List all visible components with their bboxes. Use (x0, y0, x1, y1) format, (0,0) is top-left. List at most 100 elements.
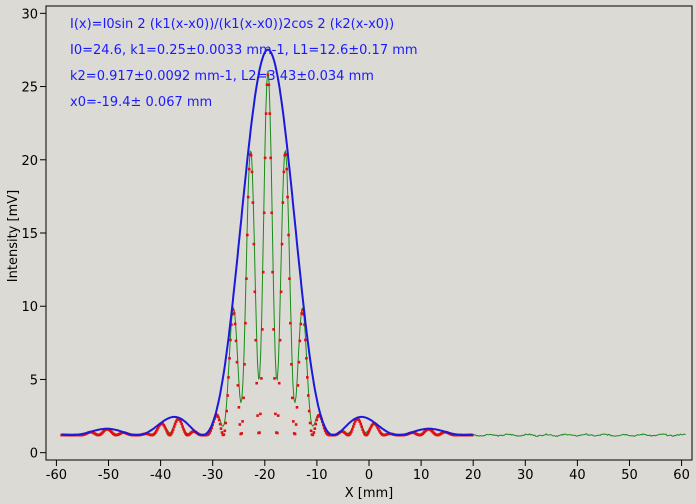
fit-point (269, 156, 272, 160)
fit-point (290, 363, 293, 366)
fit-point (228, 357, 231, 360)
fit-point (243, 363, 246, 366)
fit-point (313, 427, 317, 430)
fit-point (234, 339, 238, 343)
fit-point (359, 422, 363, 426)
fit-point (316, 415, 319, 419)
fit-point (291, 396, 294, 400)
fit-point (351, 427, 354, 431)
fit-point (179, 420, 182, 423)
fit-point (314, 422, 318, 426)
fit-point (251, 201, 255, 204)
fit-point (181, 425, 184, 428)
fit-point (247, 167, 251, 171)
fit-point (226, 394, 229, 397)
x-tick-label: 0 (365, 468, 373, 483)
x-tick-label: 10 (413, 468, 430, 483)
fit-point (361, 428, 364, 431)
fit-point (163, 425, 167, 429)
y-tick-label: 0 (30, 447, 38, 462)
annotation-line-4: x0=-19.4± 0.067 mm (70, 95, 212, 110)
fit-point (172, 425, 176, 429)
annotation-line-3: k2=0.917±0.0092 mm-1, L2=3.43±0.034 mm (70, 69, 374, 84)
fit-point (217, 418, 221, 422)
fit-point (165, 429, 168, 433)
fit-point (259, 412, 262, 416)
x-axis-title: X [mm] (345, 486, 394, 501)
x-tick-label: 60 (673, 468, 690, 483)
fit-point (284, 153, 287, 156)
fit-point (208, 431, 212, 434)
fit-point (350, 430, 353, 433)
fit-point (225, 409, 228, 413)
fit-point (352, 422, 356, 426)
fit-point (367, 431, 370, 435)
y-axis-title: Intensity [mV] (6, 190, 21, 282)
fit-point (180, 422, 183, 426)
fit-point (353, 420, 357, 423)
fit-point (250, 170, 254, 174)
fit-point (367, 429, 371, 433)
fit-point (369, 425, 373, 429)
fit-point (220, 431, 224, 434)
fit-point (249, 154, 253, 157)
fit-point (216, 415, 220, 419)
fit-point (272, 328, 275, 331)
fit-point (308, 421, 312, 425)
fit-point (260, 377, 263, 380)
fit-point (245, 277, 248, 280)
fit-point (276, 414, 280, 417)
fit-point (277, 381, 281, 385)
fit-point (223, 429, 227, 433)
fit-point (368, 427, 372, 431)
fit-point (274, 412, 277, 416)
fit-point (378, 429, 381, 433)
fit-point (362, 430, 365, 434)
fit-point (282, 170, 286, 174)
fit-point (304, 338, 307, 342)
fit-point (156, 428, 159, 431)
fit-point (287, 233, 290, 237)
fit-point (271, 270, 274, 274)
fit-point (222, 433, 226, 436)
fit-point (281, 201, 285, 204)
fit-point (261, 270, 265, 274)
fit-point (216, 414, 219, 417)
fit-point (307, 394, 310, 397)
fit-point (246, 233, 249, 237)
x-tick-label: -50 (98, 468, 119, 483)
fit-point (171, 428, 175, 431)
fit-point (182, 427, 185, 431)
fit-point (377, 428, 380, 431)
fit-point (166, 431, 169, 435)
fit-point (209, 429, 212, 432)
series-envelope (61, 48, 473, 437)
fit-point (299, 322, 303, 326)
fit-point (294, 423, 298, 426)
fit-point (235, 360, 239, 364)
fit-point (261, 328, 264, 331)
y-tick-label: 10 (21, 300, 38, 315)
fit-point (311, 433, 315, 437)
fit-point (303, 323, 306, 326)
fit-point (268, 112, 272, 115)
fit-point (231, 308, 235, 312)
fit-point (183, 430, 186, 433)
fit-point (155, 429, 158, 433)
fit-point (227, 376, 230, 379)
fit-point (253, 290, 257, 294)
x-tick-label: -60 (46, 468, 67, 483)
fit-point (230, 323, 233, 326)
fit-point (164, 427, 167, 431)
y-tick-label: 15 (21, 227, 38, 242)
fit-point (267, 83, 271, 87)
fit-point (280, 242, 284, 246)
fit-point (224, 421, 227, 425)
fit-point (301, 308, 304, 312)
y-tick-label: 30 (21, 7, 38, 22)
fit-point (238, 423, 242, 426)
fit-point (285, 167, 288, 171)
x-tick-label: -20 (254, 468, 275, 483)
fit-point (307, 409, 311, 413)
fit-point (296, 384, 300, 387)
